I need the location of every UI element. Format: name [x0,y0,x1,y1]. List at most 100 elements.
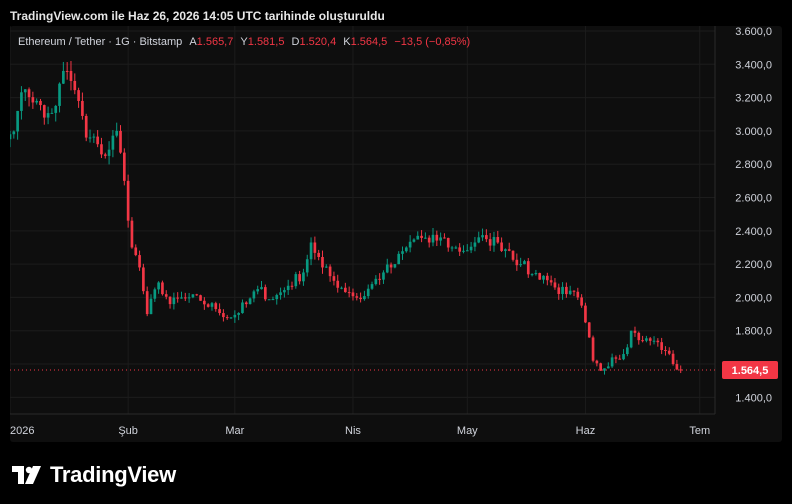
candle-body [458,247,462,252]
candle-body [553,282,557,288]
y-tick-label: 2.200,0 [735,259,772,271]
y-tick-label: 2.600,0 [735,193,772,205]
candle-body [344,287,347,293]
candle-body [168,296,172,305]
candle-body [584,305,587,323]
candle-body [515,259,519,266]
chart-panel[interactable]: 3.600,0 3.400,0 3.200,0 3.000,0 2.800,0 2.600… [10,26,782,442]
high-value: 1.581,5 [247,36,285,48]
candle-body [244,302,248,305]
candle-body [424,237,427,239]
candle-body [603,368,606,371]
candle-body [359,297,362,300]
candle-body [511,250,515,260]
candle-body [84,115,88,138]
candle-body [88,137,92,139]
y-tick-label: 3.000,0 [735,126,772,138]
chart-caption: TradingView.com ile Haz 26, 2026 14:05 U… [10,9,385,23]
candle-body [23,89,27,93]
candle-body [435,234,439,241]
candle-body [77,90,80,101]
candle-body [187,297,191,299]
candle-body [65,70,69,72]
candle-body [366,288,370,297]
candle-body [664,349,667,351]
y-tick-label: 2.800,0 [735,159,772,171]
candle-body [10,134,12,140]
candle-body [263,287,267,300]
candle-body [100,144,103,155]
candle-body [401,251,404,254]
candle-body [164,294,168,297]
candle-body [130,220,134,248]
candle-body [290,285,294,287]
open-value: 1.565,7 [196,36,234,48]
candle-body [496,237,500,243]
candle-body [294,274,298,287]
candle-body [298,274,301,282]
symbol-title: Ethereum / Tether · 1G · Bitstamp [18,36,183,48]
candle-body [530,274,534,276]
candle-body [538,273,542,280]
y-tick-label: 1.400,0 [735,392,772,404]
candle-body [420,235,423,238]
candle-body [504,249,507,251]
candle-body [145,291,149,315]
candle-body [648,338,652,341]
x-tick-label: Haz [576,425,596,437]
candle-body [69,71,73,81]
candle-body [446,237,450,248]
candle-body [191,294,195,298]
candle-body [626,347,629,355]
candle-body [443,237,446,239]
candle-body [225,317,229,319]
candle-body [58,83,61,106]
candle-body [111,135,115,150]
candle-body [42,105,46,118]
candle-body [523,261,526,265]
candle-body [119,130,122,153]
candle-body [454,247,458,249]
candle-body [214,303,218,310]
candle-body [73,80,77,91]
candle-body [203,300,206,305]
candle-body [210,303,214,307]
candle-body [572,290,576,292]
brand[interactable]: TradingView [12,462,176,488]
candle-body [667,350,671,354]
candle-body [618,358,622,360]
candle-body [485,235,488,240]
y-tick-label: 2.000,0 [735,292,772,304]
candle-body [206,304,210,307]
candle-body [385,264,389,273]
candle-body [271,299,275,301]
candle-body [313,242,317,253]
candle-body [408,241,412,248]
candle-body [561,286,564,294]
candle-body [595,360,599,364]
candle-body [610,357,614,367]
candle-body [115,130,119,136]
candle-body [31,97,35,103]
candle-body [347,292,351,294]
candle-body [279,292,282,296]
candle-body [404,247,408,252]
candle-body [241,302,244,314]
candle-body [27,89,31,98]
candle-body [378,278,381,280]
candle-body [309,242,313,260]
candle-body [427,237,431,243]
candle-body [481,235,484,238]
x-tick-label: Nis [345,425,361,437]
last-price-label: 1.564,5 [732,365,769,377]
y-tick-label: 2.400,0 [735,226,772,238]
candle-body [222,313,225,318]
candle-body [195,294,199,296]
candle-body [622,354,625,360]
close-value: 1.564,5 [350,36,388,48]
candle-body [565,286,568,295]
high-label: Y [240,36,248,48]
candle-body [580,297,583,306]
candlestick-chart[interactable]: 3.600,0 3.400,0 3.200,0 3.000,0 2.800,0 2.600… [10,26,782,442]
y-tick-label: 3.200,0 [735,93,772,105]
